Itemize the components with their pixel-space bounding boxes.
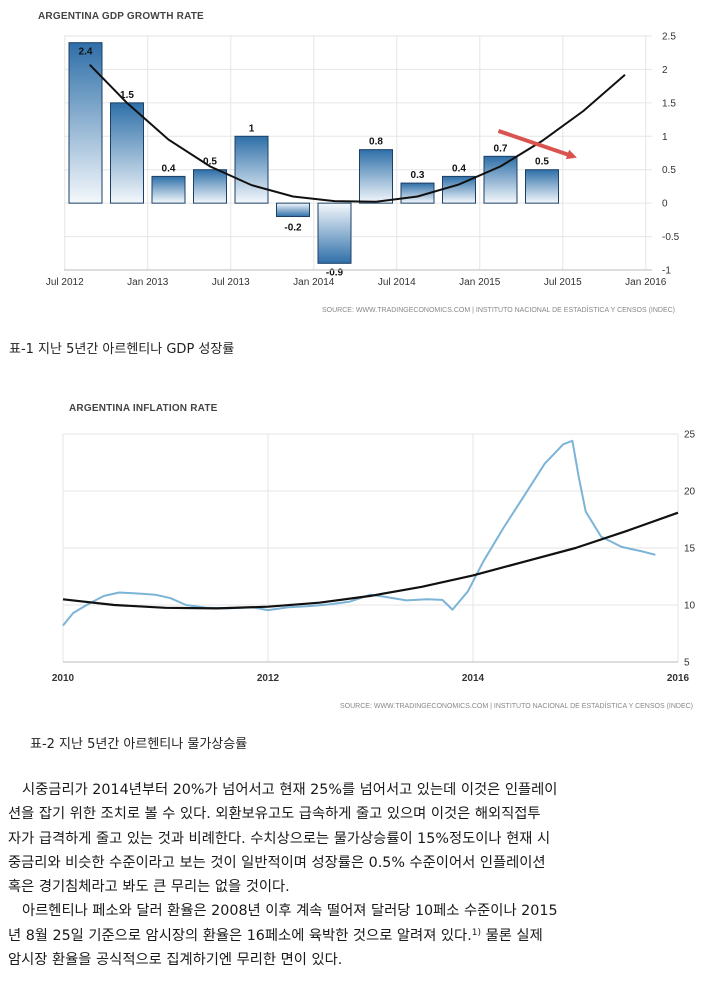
inflation-chart-source: SOURCE: WWW.TRADINGECONOMICS.COM | INSTI… <box>340 703 694 710</box>
gdp-y-tick-label: -0.5 <box>662 232 680 243</box>
body-line: 아르헨티나 페소와 달러 환율은 2008년 이후 계속 떨어져 달러당 10페… <box>22 903 558 920</box>
gdp-y-tick-label: 2.5 <box>662 32 676 43</box>
gdp-data-label: 0.4 <box>162 163 176 174</box>
inflation-y-tick-label: 5 <box>684 658 690 669</box>
body-line: 년 8월 25일 기준으로 암시장의 환율은 16페소에 육박한 것으로 알려져… <box>8 927 472 944</box>
body-line: 혹은 경기침체라고 봐도 큰 무리는 없을 것이다. <box>8 879 290 896</box>
gdp-bar <box>317 202 352 264</box>
gdp-data-label: 0.5 <box>535 157 549 168</box>
gdp-bar <box>276 202 310 218</box>
gdp-x-tick-label: Jan 2013 <box>127 277 169 288</box>
gdp-x-tick-label: Jan 2016 <box>625 277 667 288</box>
gdp-bar <box>110 102 144 204</box>
inflation-y-tick-label: 25 <box>684 430 696 441</box>
gdp-x-tick-label: Jul 2015 <box>544 277 582 288</box>
inflation-y-tick-label: 15 <box>684 544 696 555</box>
gdp-bar <box>442 175 476 204</box>
gdp-bar <box>151 175 186 204</box>
caption-gdp: 표-1 지난 5년간 아르헨티나 GDP 성장률 <box>9 342 235 357</box>
gdp-bar <box>193 169 227 204</box>
gdp-chart-title: ARGENTINA GDP GROWTH RATE <box>38 11 204 22</box>
inflation-x-tick-label: 2016 <box>667 673 690 684</box>
inflation-rate-chart: 25 20 15 10 5 2010 2012 2014 2016 <box>52 430 696 685</box>
gdp-x-tick-label: Jul 2013 <box>212 277 250 288</box>
gdp-data-label: 1 <box>249 123 255 134</box>
gdp-x-tick-label: Jul 2014 <box>378 277 416 288</box>
gdp-y-tick-label: 0.5 <box>662 165 676 176</box>
body-line: 션을 잡기 위한 조치로 볼 수 있다. 외환보유고도 급속하게 줄고 있으며 … <box>8 806 541 823</box>
body-line: 중금리와 비슷한 수준이라고 보는 것이 일반적이며 성장률은 0.5% 수준이… <box>8 854 546 871</box>
body-text: 시중금리가 2014년부터 20%가 넘어서고 현재 25%를 넘어서고 있는데… <box>8 778 720 972</box>
gdp-y-tick-label: 1.5 <box>662 98 676 109</box>
gdp-data-label: -0.9 <box>326 267 344 278</box>
body-line-with-footnote: 년 8월 25일 기준으로 암시장의 환율은 16페소에 육박한 것으로 알려져… <box>8 924 720 948</box>
gdp-data-label: 0.4 <box>452 163 466 174</box>
body-line: 자가 급격하게 줄고 있는 것과 비례한다. 수치상으로는 물가상승률이 15%… <box>8 830 551 847</box>
inflation-y-tick-label: 10 <box>684 601 696 612</box>
inflation-chart-title: ARGENTINA INFLATION RATE <box>69 403 218 414</box>
gdp-x-tick-label: Jul 2012 <box>46 277 84 288</box>
inflation-x-tick-label: 2014 <box>462 673 485 684</box>
gdp-bar <box>359 149 393 204</box>
gdp-data-label: 0.3 <box>411 170 425 181</box>
body-line: 시중금리가 2014년부터 20%가 넘어서고 현재 25%를 넘어서고 있는데… <box>22 782 558 798</box>
gdp-data-label: 1.5 <box>120 90 134 101</box>
inflation-trend-curve <box>62 511 679 610</box>
gdp-data-label: -0.2 <box>284 223 302 234</box>
gdp-data-label: 0.8 <box>369 137 383 148</box>
gdp-y-tick-label: 1 <box>662 132 668 143</box>
gdp-data-label: 0.7 <box>494 143 508 154</box>
caption-inflation: 표-2 지난 5년간 아르헨티나 물가상승률 <box>30 737 248 752</box>
gdp-data-label: 0.5 <box>203 157 217 168</box>
gdp-y-tick-label: -1 <box>662 266 671 277</box>
gdp-y-tick-label: 2 <box>662 65 668 76</box>
inflation-x-tick-label: 2012 <box>257 673 280 684</box>
gdp-bar <box>483 155 518 204</box>
gdp-growth-chart: 2.4 1.5 0.4 0.5 1 -0.2 -0.9 0.8 0.3 0.4 0.7 0.5 2.5… <box>46 32 680 289</box>
gdp-chart-source: SOURCE: WWW.TRADINGECONOMICS.COM | INSTI… <box>322 307 676 314</box>
gdp-x-tick-label: Jan 2015 <box>459 277 501 288</box>
gdp-bar <box>234 135 269 204</box>
gdp-x-tick-label: Jan 2014 <box>293 277 335 288</box>
gdp-bar <box>68 42 103 204</box>
gdp-y-tick-label: 0 <box>662 199 668 210</box>
gdp-red-arrow <box>497 129 577 160</box>
inflation-rate-line <box>62 439 656 627</box>
body-line: 물론 실제 <box>485 927 543 944</box>
inflation-y-tick-label: 20 <box>684 487 696 498</box>
inflation-x-tick-label: 2010 <box>52 673 75 684</box>
gdp-data-label: 2.4 <box>79 47 93 58</box>
body-line: 암시장 환율을 공식적으로 집계하기엔 무리한 면이 있다. <box>8 952 343 969</box>
footnote-marker[interactable]: 1) <box>471 927 482 938</box>
gdp-bar <box>525 169 559 204</box>
